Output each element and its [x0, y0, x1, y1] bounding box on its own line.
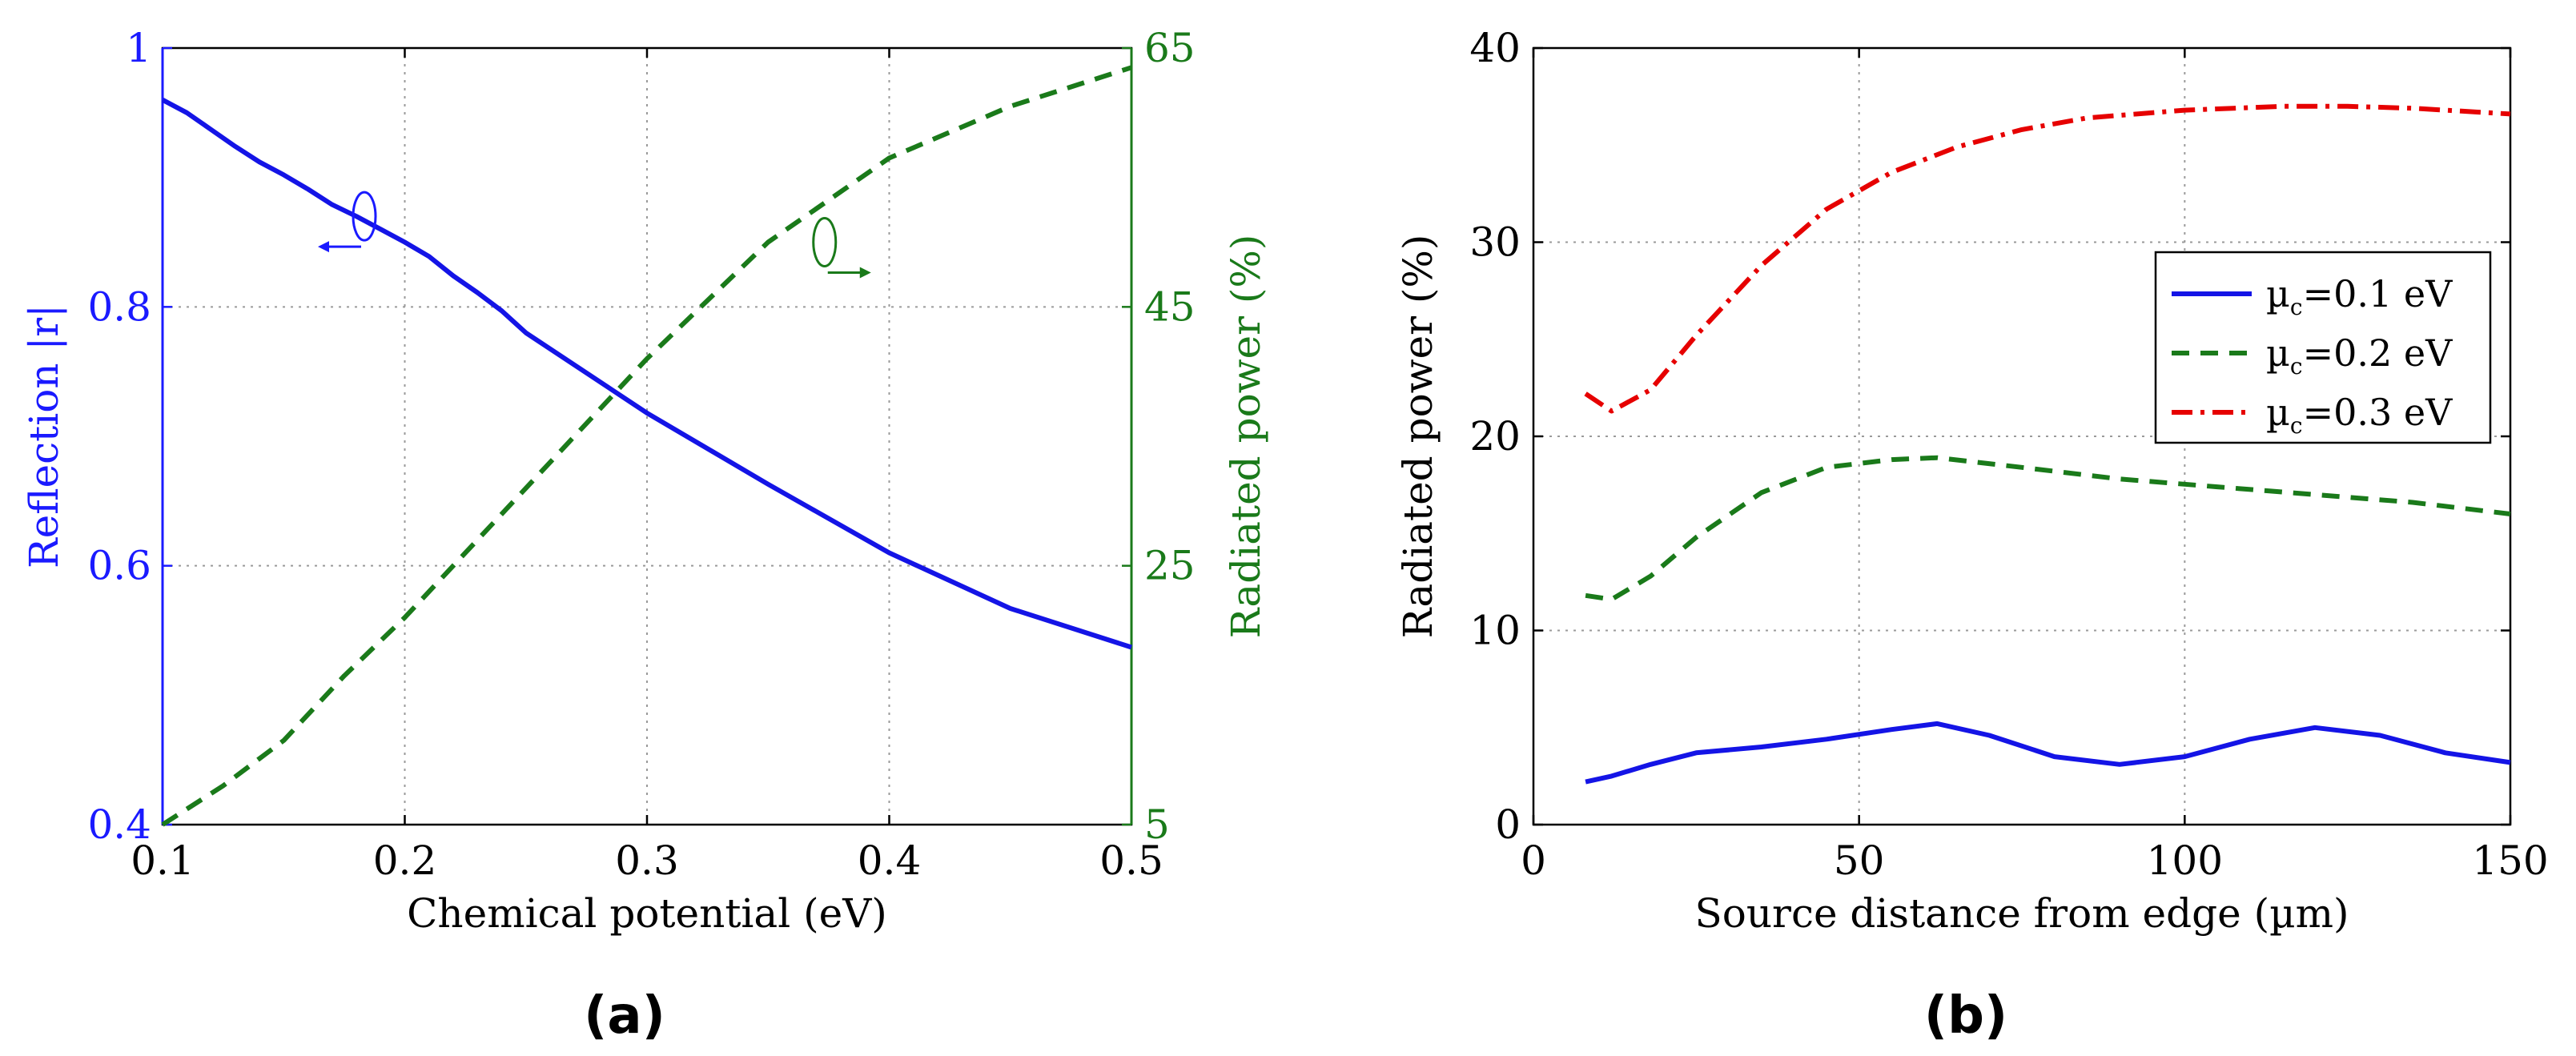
y-left-tick-label: 1 — [126, 25, 151, 71]
y-tick-label: 40 — [1469, 25, 1521, 71]
legend: µc=0.1 eV µc=0.2 eV µc=0.3 eV — [2154, 251, 2492, 444]
x-tick-label: 0.4 — [858, 837, 922, 884]
y-left-tick-label: 0.8 — [87, 283, 151, 330]
series-line-radiated-power — [161, 65, 1132, 827]
y-tick-label: 10 — [1469, 608, 1521, 654]
y-tick-label: 20 — [1469, 413, 1521, 460]
annotation-arrow-left — [318, 191, 377, 253]
y-right-tick-label: 65 — [1144, 25, 1196, 71]
y-axis-label: Radiated power (%) — [1395, 235, 1441, 639]
plot-frame — [161, 46, 1133, 826]
legend-entry-label: µc=0.3 eV — [2266, 391, 2453, 439]
y-left-axis-label: Reflection |r| — [21, 304, 67, 568]
y-right-tick-label: 25 — [1144, 543, 1196, 589]
y-tick-label: 30 — [1469, 219, 1521, 266]
y-tick-label: 0 — [1495, 801, 1521, 848]
series-line-2 — [1585, 455, 2511, 602]
y-left-tick-label: 0.6 — [87, 543, 151, 589]
y-left-tick-label: 0.4 — [87, 801, 151, 848]
legend-entry-label: µc=0.1 eV — [2266, 272, 2453, 320]
x-tick-label: 0.2 — [373, 837, 437, 884]
x-tick-label: 0.3 — [615, 837, 679, 884]
x-tick-label: 0.5 — [1099, 837, 1163, 884]
panel-label-a: (a) — [584, 986, 665, 1046]
x-tick-label: 0 — [1521, 837, 1546, 884]
chart-panel-a: 0.1 0.2 0.3 0.4 0.5 0.4 0.6 0.8 1 5 25 45 65 Chemical… — [21, 25, 1269, 1046]
panel-label-b: (b) — [1924, 986, 2007, 1046]
series-line-reflection — [161, 98, 1132, 650]
y-right-tick-label: 5 — [1144, 801, 1170, 848]
x-tick-label: 100 — [2147, 837, 2223, 884]
series-line-1 — [1585, 721, 2511, 785]
legend-entry-label: µc=0.2 eV — [2266, 331, 2453, 379]
x-axis-label: Source distance from edge (µm) — [1694, 890, 2349, 937]
x-axis-label: Chemical potential (eV) — [407, 890, 887, 937]
x-tick-label: 150 — [2472, 837, 2548, 884]
y-right-tick-label: 45 — [1144, 283, 1196, 330]
legend-box — [2154, 251, 2492, 444]
series-line-3 — [1584, 103, 2511, 414]
y-right-axis-label: Radiated power (%) — [1223, 235, 1269, 639]
annotation-arrow-right — [812, 217, 871, 279]
x-tick-label: 50 — [1834, 837, 1885, 884]
x-tick-label: 0.1 — [131, 837, 195, 884]
